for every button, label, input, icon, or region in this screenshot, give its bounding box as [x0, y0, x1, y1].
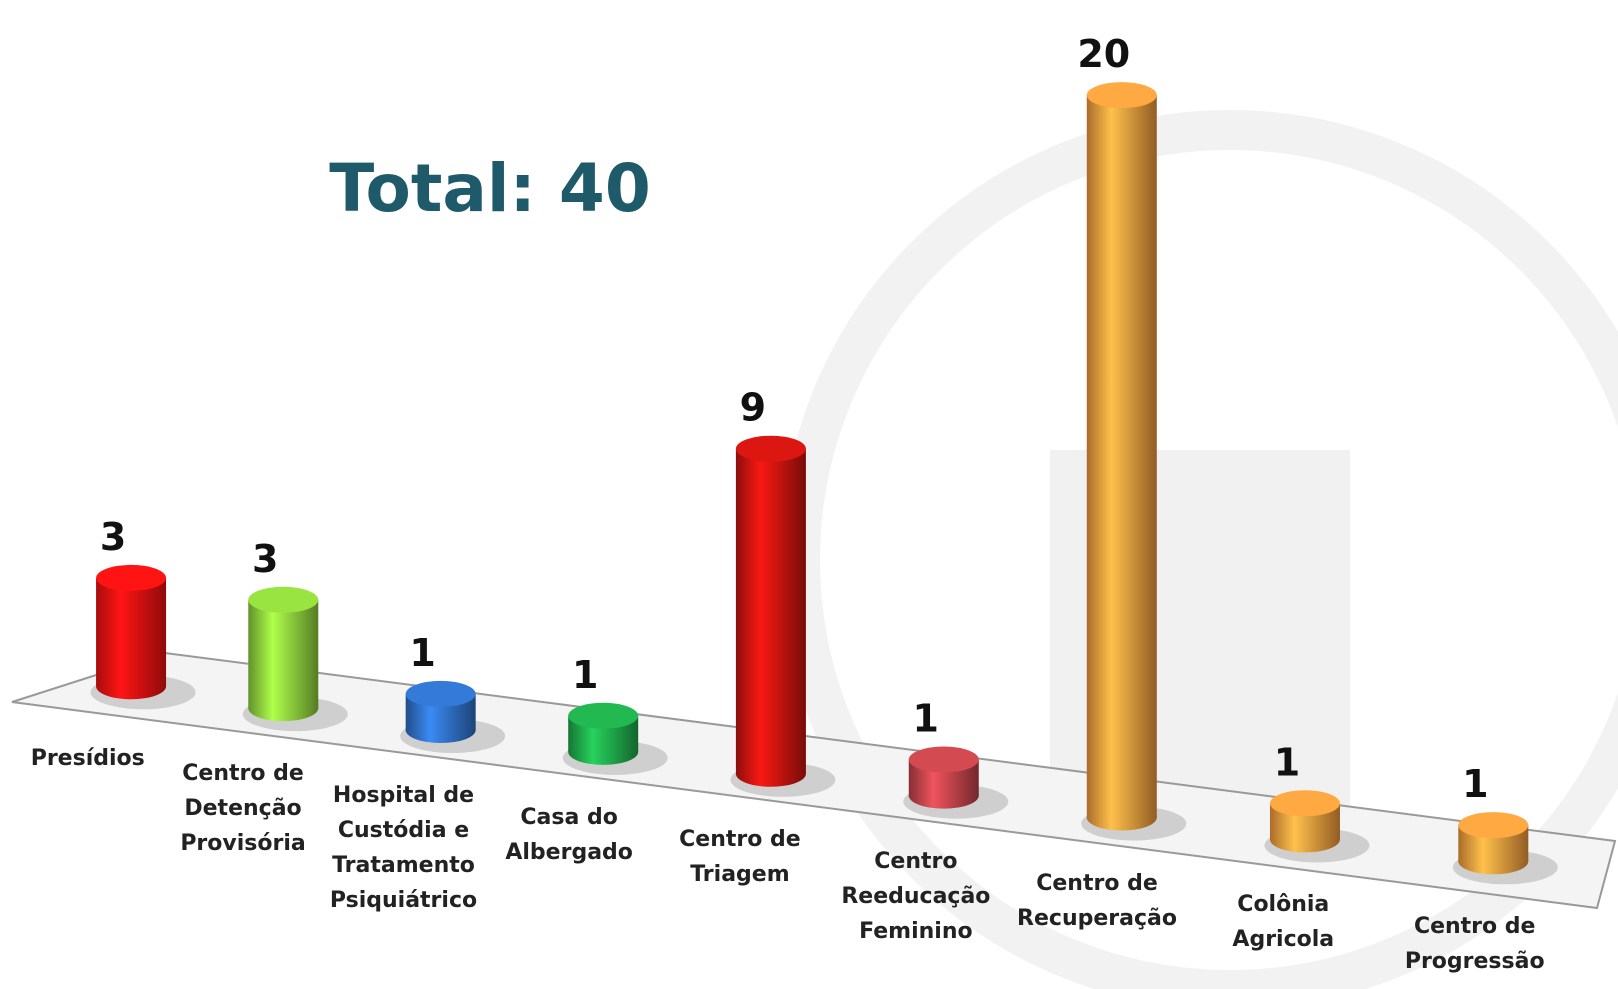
bar	[248, 586, 319, 722]
bar	[735, 435, 806, 787]
category-label: Casa do Albergado	[505, 804, 633, 865]
category-label: Centro de Triagem	[679, 826, 801, 887]
bar-top	[568, 702, 639, 729]
bar-top	[405, 680, 476, 707]
value-label: 1	[1274, 740, 1300, 784]
value-label: 1	[1462, 762, 1488, 806]
bar-body	[1086, 95, 1157, 818]
value-label: 9	[740, 386, 766, 430]
category-label: Centro Reeducação Feminino	[841, 848, 991, 944]
bar-top	[1269, 790, 1340, 817]
value-label: 3	[252, 537, 278, 581]
bar	[405, 680, 476, 744]
bar-body	[248, 599, 319, 709]
bar-top	[735, 435, 806, 462]
category-label: Hospital de Custódia e Tratamento Psiqui…	[329, 783, 478, 914]
category-label: Centro de Recuperação	[1017, 870, 1177, 931]
bar-top	[96, 564, 167, 591]
bar	[96, 564, 167, 700]
bar	[1086, 82, 1157, 831]
bar-body	[735, 448, 806, 774]
bar-top	[1458, 812, 1529, 839]
category-label: Centro de Progressão	[1404, 914, 1545, 975]
bar-top	[248, 586, 319, 613]
chart-title: Total: 40	[329, 150, 651, 227]
category-label: Presídios	[30, 746, 145, 772]
bar	[908, 746, 979, 809]
bar-top	[1086, 82, 1157, 109]
bar	[1458, 812, 1529, 875]
value-label: 1	[409, 631, 435, 675]
bar	[1269, 790, 1340, 853]
value-label: 3	[100, 515, 126, 559]
value-label: 1	[913, 697, 939, 741]
bar-top	[908, 746, 979, 773]
bar-body	[96, 577, 167, 687]
category-label: Centro de Detenção Provisória	[180, 761, 306, 857]
value-label: 20	[1077, 32, 1130, 76]
bar	[568, 702, 639, 765]
value-label: 1	[572, 653, 598, 697]
category-label: Colônia Agricola	[1232, 892, 1335, 953]
